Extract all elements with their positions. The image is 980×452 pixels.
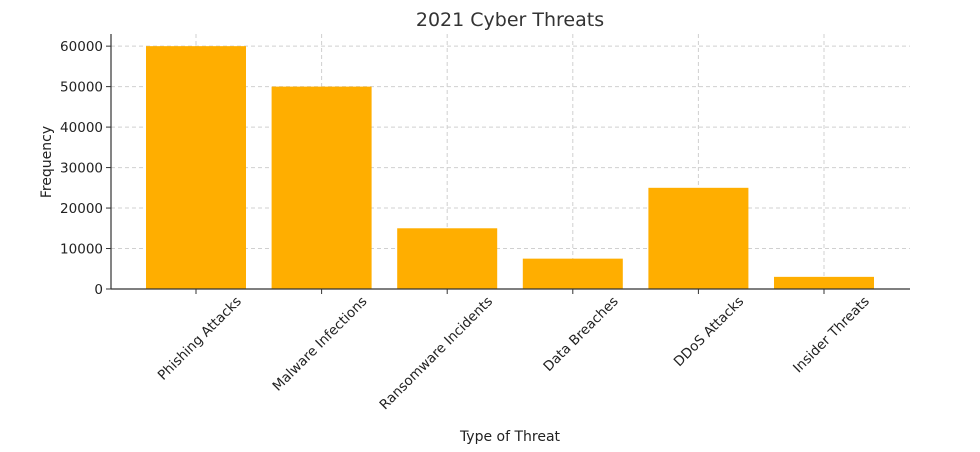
y-tick-label: 0 bbox=[94, 282, 103, 298]
y-tick-label: 30000 bbox=[60, 161, 103, 177]
y-tick-label: 10000 bbox=[60, 242, 103, 258]
x-tick-label: Ransomware Incidents bbox=[377, 294, 497, 414]
y-tick-label: 20000 bbox=[60, 201, 103, 217]
y-tick-label: 40000 bbox=[60, 120, 103, 136]
x-tick-label: Insider Threats bbox=[790, 294, 873, 377]
bar-ddos-attacks bbox=[648, 187, 749, 289]
bars-layer bbox=[146, 46, 874, 290]
axes-layer bbox=[110, 34, 910, 290]
y-tick-label: 50000 bbox=[60, 80, 103, 96]
x-tick-label: Data Breaches bbox=[540, 294, 621, 375]
bar-data-breaches bbox=[522, 258, 623, 289]
bar-insider-threats bbox=[774, 276, 874, 289]
chart-title: 2021 Cyber Threats bbox=[416, 9, 604, 31]
x-tick-label: Malware Infections bbox=[269, 294, 370, 395]
x-tick-label: DDoS Attacks bbox=[671, 294, 747, 370]
y-tick-label: 60000 bbox=[60, 39, 103, 55]
x-tick-label: Phishing Attacks bbox=[155, 294, 245, 384]
bar-phishing-attacks bbox=[146, 46, 246, 290]
bar-ransomware-incidents bbox=[397, 228, 498, 289]
x-axis-label: Type of Threat bbox=[459, 429, 561, 445]
y-axis-label: Frequency bbox=[39, 126, 55, 198]
bar-malware-infections bbox=[271, 86, 372, 289]
